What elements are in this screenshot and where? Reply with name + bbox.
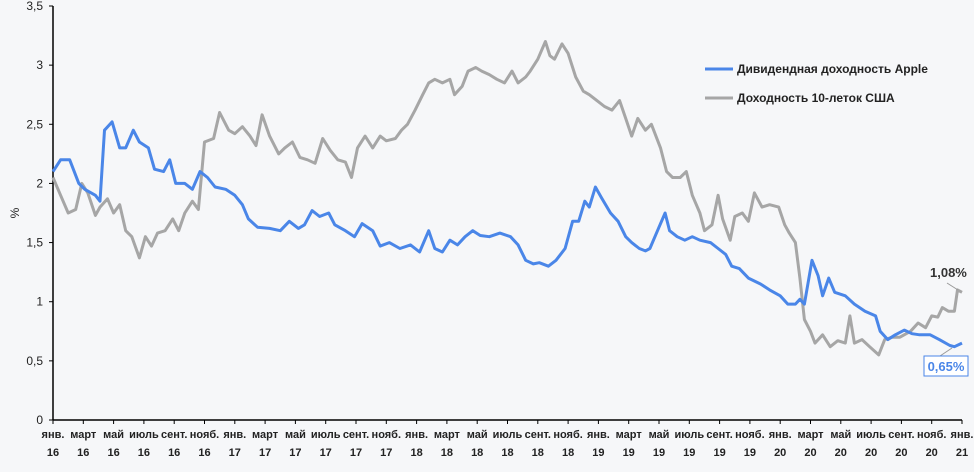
x-tick-label-year: 18 xyxy=(410,447,422,459)
x-tick-label-month: май xyxy=(649,429,670,441)
series-line-apple-dividend-yield xyxy=(51,120,963,349)
y-tick-label: 1 xyxy=(36,295,43,309)
annotation-apple: 0,65% xyxy=(923,347,969,377)
x-tick-label-year: 16 xyxy=(168,447,180,459)
x-tick-label-month: март xyxy=(434,429,461,441)
x-tick-label-month: июль xyxy=(311,429,341,441)
x-tick-label-month: янв. xyxy=(587,429,610,441)
x-tick-label-year: 18 xyxy=(562,447,574,459)
annotation-label-apple: 0,65% xyxy=(928,359,965,374)
annotation-box-apple xyxy=(923,355,969,377)
x-tick-label-month: нояб. xyxy=(190,429,220,441)
x-tick-label-month: сент. xyxy=(161,429,187,441)
x-tick-label-month: май xyxy=(285,429,306,441)
y-tick-label: 2,5 xyxy=(26,117,43,131)
x-tick-label-month: май xyxy=(830,429,851,441)
x-tick-label-year: 20 xyxy=(895,447,907,459)
legend: Дивидендная доходность Apple Доходность … xyxy=(705,62,928,105)
x-tick-label-month: март xyxy=(70,429,97,441)
x-tick-label-month: март xyxy=(797,429,824,441)
y-tick-label: 0 xyxy=(36,413,43,427)
series-line-us-10y-yield xyxy=(51,40,963,357)
x-tick-label-month: янв. xyxy=(42,429,65,441)
y-tick-label: 1,5 xyxy=(26,236,43,250)
x-tick-label-month: сент. xyxy=(706,429,732,441)
x-tick-label-year: 19 xyxy=(683,447,695,459)
x-tick-label-year: 17 xyxy=(350,447,362,459)
annotation-label-treasury: 1,08% xyxy=(930,265,967,280)
x-tick-label-month: март xyxy=(252,429,279,441)
x-tick-label-month: янв. xyxy=(405,429,428,441)
y-tick-label: 2 xyxy=(36,176,43,190)
x-tick-label-year: 20 xyxy=(835,447,847,459)
x-tick-label-year: 17 xyxy=(320,447,332,459)
x-tick-label-year: 16 xyxy=(47,447,59,459)
x-tick-label-year: 17 xyxy=(380,447,392,459)
x-tick-label-year: 18 xyxy=(532,447,544,459)
x-tick-label-year: 19 xyxy=(713,447,725,459)
series-lines xyxy=(51,40,963,357)
x-tick-label-year: 17 xyxy=(289,447,301,459)
x-tick-label-month: май xyxy=(467,429,488,441)
x-tick-label-month: нояб. xyxy=(553,429,583,441)
y-axis: 0 0,5 1 1,5 2 2,5 3 3,5 xyxy=(26,0,54,427)
x-tick-label-month: нояб. xyxy=(917,429,947,441)
x-tick-label-month: янв. xyxy=(951,429,974,441)
x-tick-label-month: июль xyxy=(856,429,886,441)
x-tick-label-year: 20 xyxy=(926,447,938,459)
x-axis: янв. 16 март 16 май 16 июль 16 сент. 16 нояб. 16 янв… xyxy=(42,419,974,459)
x-tick-label-year: 19 xyxy=(653,447,665,459)
legend-label-apple: Дивидендная доходность Apple xyxy=(737,62,928,76)
x-tick-label-year: 16 xyxy=(138,447,150,459)
x-tick-label-year: 18 xyxy=(471,447,483,459)
x-tick-label-year: 19 xyxy=(592,447,604,459)
x-tick-label-month: сент. xyxy=(343,429,369,441)
x-tick-label-month: нояб. xyxy=(372,429,402,441)
x-tick-label-year: 16 xyxy=(107,447,119,459)
x-tick-label-year: 19 xyxy=(744,447,756,459)
x-tick-label-year: 20 xyxy=(774,447,786,459)
x-tick-label-month: июль xyxy=(674,429,704,441)
y-axis-label: % xyxy=(8,207,22,218)
annotation-leader-treasury xyxy=(946,282,959,291)
x-tick-label-year: 18 xyxy=(441,447,453,459)
x-tick-label-year: 21 xyxy=(956,447,968,459)
x-tick-label-year: 20 xyxy=(804,447,816,459)
x-tick-label-month: май xyxy=(103,429,124,441)
x-tick-label-year: 17 xyxy=(259,447,271,459)
x-tick-label-year: 19 xyxy=(623,447,635,459)
x-tick-label-month: июль xyxy=(493,429,523,441)
annotation-treasury: 1,08% xyxy=(930,265,967,291)
x-tick-label-year: 18 xyxy=(501,447,513,459)
x-tick-label-year: 16 xyxy=(198,447,210,459)
x-tick-label-month: нояб. xyxy=(735,429,765,441)
annotation-leader-apple xyxy=(939,347,953,357)
x-tick-label-month: сент. xyxy=(525,429,551,441)
y-tick-label: 0,5 xyxy=(26,354,43,368)
x-tick-label-month: янв. xyxy=(223,429,246,441)
x-tick-label-month: янв. xyxy=(769,429,792,441)
y-tick-label: 3 xyxy=(36,58,43,72)
x-tick-label-month: сент. xyxy=(888,429,914,441)
x-tick-label-month: июль xyxy=(129,429,159,441)
y-tick-label: 3,5 xyxy=(26,0,43,13)
x-tick-label-year: 16 xyxy=(77,447,89,459)
x-tick-label-year: 17 xyxy=(229,447,241,459)
legend-label-treasury: Доходность 10-леток США xyxy=(737,91,895,105)
x-tick-label-year: 20 xyxy=(865,447,877,459)
x-tick-label-month: март xyxy=(616,429,643,441)
